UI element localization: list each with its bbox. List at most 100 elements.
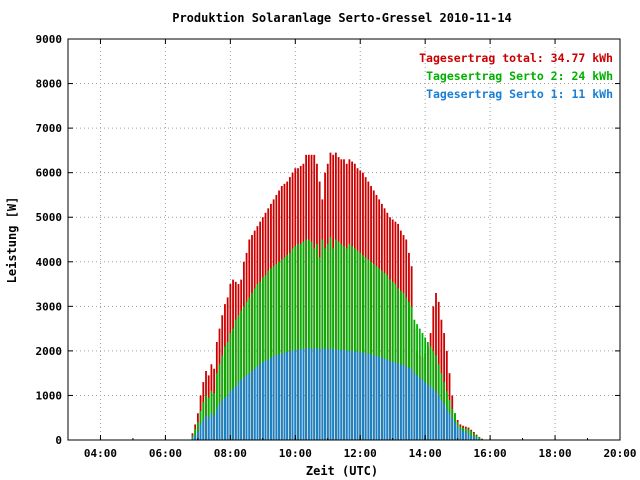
bar-serto2 <box>221 355 224 440</box>
y-tick-label: 0 <box>55 434 62 447</box>
bar-serto1 <box>234 386 237 440</box>
bar-serto2 <box>261 277 264 440</box>
y-tick-label: 2000 <box>36 345 63 358</box>
bar-serto1 <box>302 348 305 440</box>
bar-serto2 <box>318 257 321 440</box>
bar-serto1 <box>232 388 234 440</box>
bar-serto2 <box>326 243 329 440</box>
bar-serto1 <box>215 408 218 440</box>
bar-serto2 <box>242 306 245 440</box>
bar-serto2 <box>375 266 378 440</box>
y-tick-label: 3000 <box>36 300 63 313</box>
bar-serto2 <box>329 237 332 440</box>
bar-serto1 <box>259 364 262 440</box>
bar-serto1 <box>437 395 440 440</box>
bar-serto1 <box>462 431 464 440</box>
x-tick-label: 20:00 <box>603 447 636 460</box>
bar-serto1 <box>435 390 437 440</box>
x-tick-label: 08:00 <box>214 447 247 460</box>
bar-serto2 <box>194 428 197 440</box>
bar-serto1 <box>348 350 351 440</box>
bar-serto2 <box>299 243 302 440</box>
bar-serto2 <box>307 239 310 440</box>
y-tick-label: 7000 <box>36 122 63 135</box>
bar-serto1 <box>445 408 448 440</box>
bar-serto2 <box>218 364 221 440</box>
bar-serto1 <box>305 348 308 440</box>
data-bars <box>191 152 483 441</box>
bar-serto1 <box>242 377 245 440</box>
bar-serto1 <box>218 404 221 440</box>
bar-serto1 <box>256 366 259 440</box>
bar-serto2 <box>340 243 343 440</box>
bar-serto2 <box>283 257 286 440</box>
bar-serto1 <box>229 390 232 440</box>
bar-serto1 <box>329 349 332 440</box>
bar-serto1 <box>191 437 194 440</box>
bar-serto1 <box>380 357 383 440</box>
bar-serto1 <box>448 413 451 440</box>
bar-serto2 <box>245 301 248 440</box>
bar-serto1 <box>248 373 251 440</box>
bar-serto1 <box>421 379 424 440</box>
bar-serto1 <box>394 362 397 440</box>
bar-serto2 <box>343 246 345 440</box>
bar-serto1 <box>418 377 421 440</box>
y-axis-label: Leistung [W] <box>5 197 19 284</box>
bar-serto2 <box>291 248 294 440</box>
bar-serto2 <box>275 264 278 440</box>
y-tick-label: 6000 <box>36 167 63 180</box>
bar-serto1 <box>345 350 348 440</box>
bar-serto1 <box>313 348 316 440</box>
bar-serto1 <box>389 360 391 440</box>
bar-serto2 <box>294 246 297 440</box>
bar-serto2 <box>256 284 259 440</box>
bar-serto1 <box>270 357 272 440</box>
bar-serto1 <box>275 355 278 440</box>
bar-serto1 <box>413 373 416 440</box>
bar-serto1 <box>194 435 197 440</box>
y-tick-label: 8000 <box>36 78 63 91</box>
bar-serto1 <box>426 384 429 440</box>
bar-serto2 <box>305 239 308 440</box>
bar-serto1 <box>207 417 210 440</box>
bar-serto1 <box>337 349 340 440</box>
bar-serto2 <box>288 252 291 440</box>
bar-serto1 <box>294 349 297 440</box>
bar-serto2 <box>253 288 256 440</box>
bar-serto1 <box>280 353 283 440</box>
bar-serto1 <box>253 368 256 440</box>
plot-frame <box>67 38 621 441</box>
bar-serto1 <box>459 428 462 440</box>
bar-serto2 <box>297 243 299 440</box>
bar-serto1 <box>321 348 324 440</box>
bar-serto1 <box>267 359 270 440</box>
bar-serto1 <box>245 375 248 440</box>
bar-serto2 <box>389 279 391 440</box>
x-tick-label: 18:00 <box>538 447 571 460</box>
bar-serto1 <box>340 349 343 440</box>
bar-serto1 <box>240 379 243 440</box>
bar-serto2 <box>302 241 305 440</box>
bar-serto1 <box>386 359 389 440</box>
bar-serto2 <box>248 297 251 440</box>
bar-serto1 <box>367 353 370 440</box>
x-tick-label: 04:00 <box>84 447 117 460</box>
bar-serto1 <box>364 353 367 440</box>
bar-serto1 <box>324 348 326 440</box>
bar-serto2 <box>232 328 234 440</box>
bar-serto2 <box>270 268 272 440</box>
bar-serto1 <box>213 415 216 440</box>
bar-serto1 <box>353 351 356 440</box>
bar-serto2 <box>367 259 370 440</box>
bar-serto1 <box>196 431 199 440</box>
bar-serto1 <box>375 355 378 440</box>
bar-serto1 <box>291 350 294 440</box>
bar-serto2 <box>251 292 253 440</box>
bar-serto2 <box>310 241 313 440</box>
bar-serto2 <box>383 272 386 440</box>
bar-serto1 <box>332 349 335 440</box>
y-tick-label: 5000 <box>36 211 63 224</box>
bar-serto1 <box>464 431 467 440</box>
bar-serto1 <box>316 348 318 440</box>
